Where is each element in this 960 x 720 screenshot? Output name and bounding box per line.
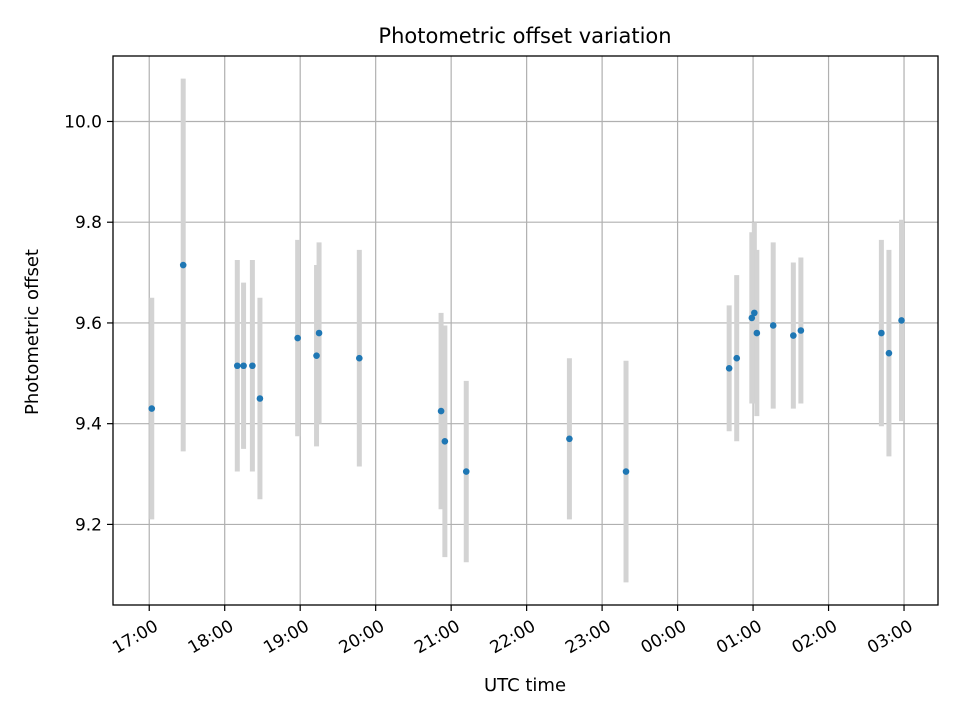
y-tick-label: 10.0	[64, 112, 102, 132]
data-point	[733, 354, 741, 362]
data-point	[356, 354, 363, 362]
data-point	[753, 329, 761, 337]
data-point	[790, 332, 797, 339]
plot-frame	[112, 55, 939, 606]
x-tick-label: 02:00	[789, 616, 841, 658]
data-point	[441, 438, 449, 445]
y-tick-label: 9.8	[75, 213, 102, 233]
data-point	[748, 314, 756, 322]
data-point	[878, 329, 885, 337]
x-tick-label: 19:00	[260, 616, 312, 658]
data-point	[751, 309, 758, 317]
x-tick-label: 00:00	[638, 616, 690, 658]
y-tick-label: 9.6	[75, 314, 102, 334]
data-point	[294, 334, 301, 342]
x-axis-title: UTC time	[484, 675, 566, 696]
y-axis-title: Photometric offset	[22, 249, 43, 415]
data-point	[566, 435, 573, 443]
data-point	[249, 362, 256, 370]
y-tick-label: 9.2	[75, 515, 102, 535]
x-tick-label: 18:00	[185, 616, 237, 658]
ticks: 17:00 18:00 19:00 20:00 21:00 22:00 23:00 00:00…	[64, 112, 916, 658]
data-point	[256, 395, 264, 402]
data-point	[315, 329, 323, 337]
data-point	[313, 352, 320, 359]
data-point	[179, 261, 187, 269]
x-tick-label: 20:00	[336, 616, 388, 658]
x-tick-label: 01:00	[713, 616, 765, 658]
data-point	[885, 349, 893, 357]
data-point	[622, 468, 630, 475]
data-points	[148, 261, 905, 475]
x-tick-label: 22:00	[487, 616, 539, 658]
x-tick-label: 23:00	[562, 616, 614, 658]
data-point	[233, 362, 241, 370]
data-point	[240, 362, 247, 370]
x-tick-label: 21:00	[411, 616, 463, 658]
data-point	[148, 405, 156, 412]
data-point	[898, 317, 905, 324]
data-point	[725, 364, 733, 372]
x-tick-label: 17:00	[109, 616, 161, 658]
data-point	[797, 327, 805, 334]
y-tick-label: 9.4	[75, 415, 102, 435]
chart-title: Photometric offset variation	[378, 24, 671, 48]
data-point	[769, 322, 777, 329]
data-point	[437, 407, 445, 415]
data-point	[462, 468, 470, 475]
x-tick-label: 03:00	[864, 616, 916, 658]
